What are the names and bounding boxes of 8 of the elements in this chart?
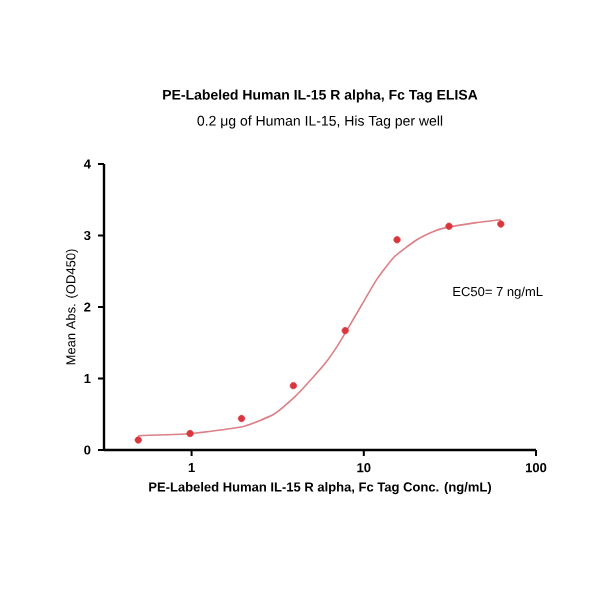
point [445,222,453,230]
point [289,382,297,390]
point [186,429,194,438]
point [497,220,505,228]
point [134,436,142,444]
point [341,326,349,335]
point [393,236,401,244]
point [237,414,246,423]
